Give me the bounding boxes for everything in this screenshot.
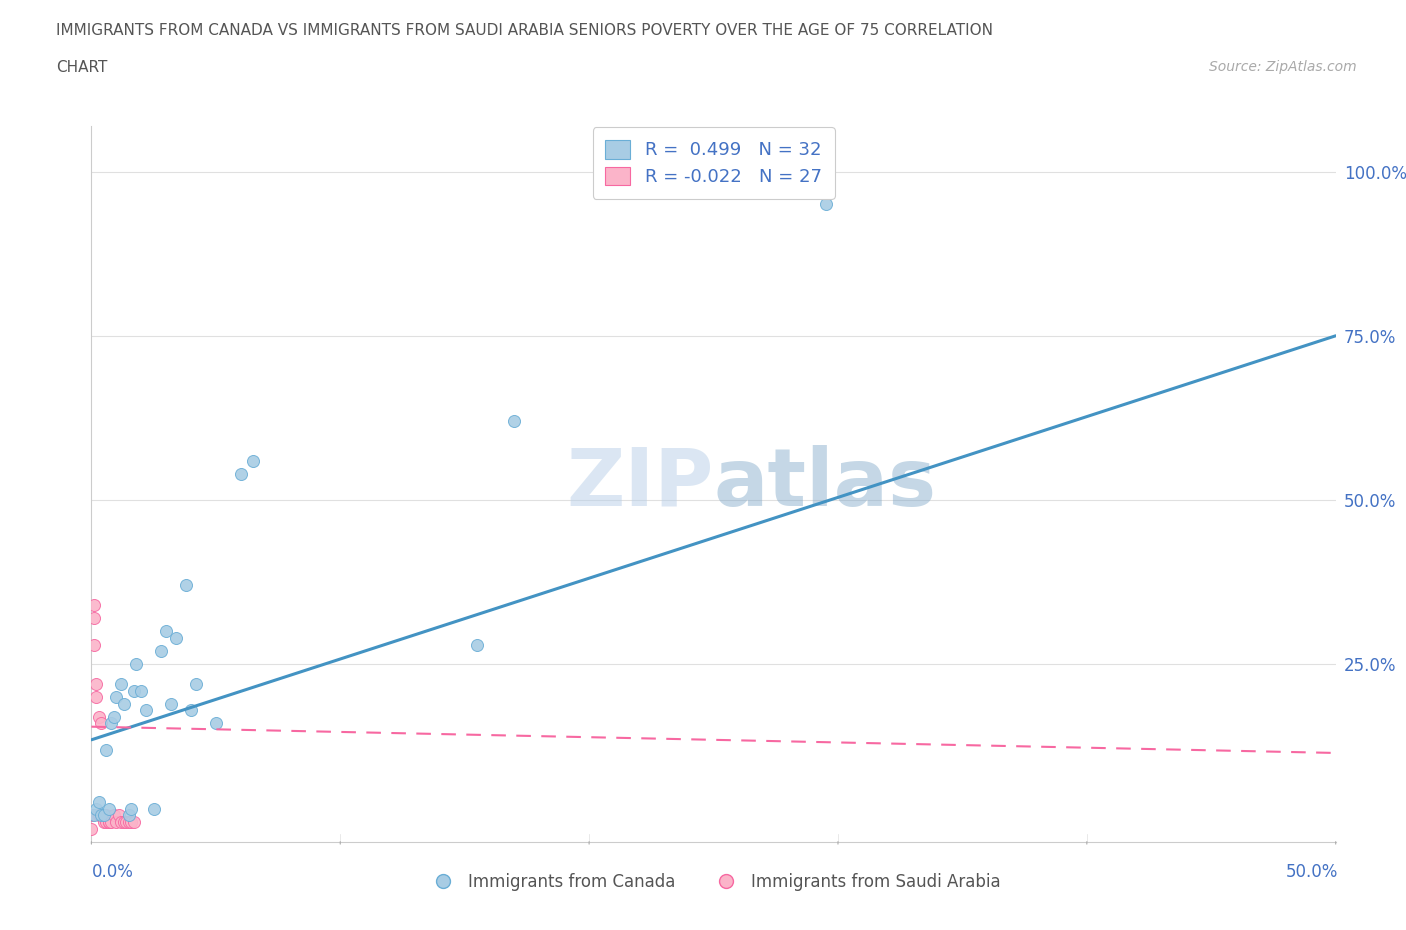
Point [160,697,183,711]
Point [122,684,145,698]
Point [87,710,110,724]
Point [125,657,148,671]
Point [110,676,132,691]
Point [97,802,120,817]
Text: ZIP: ZIP [567,445,713,523]
Point [86,690,108,705]
Text: IMMIGRANTS FROM CANADA VS IMMIGRANTS FROM SAUDI ARABIA SENIORS POVERTY OVER THE : IMMIGRANTS FROM CANADA VS IMMIGRANTS FRO… [56,23,993,38]
Text: atlas: atlas [713,445,936,523]
Point [115,815,138,830]
Point [87,808,110,823]
Point [87,795,110,810]
Point [93,808,115,823]
Point [80,808,103,823]
Legend: Immigrants from Canada, Immigrants from Saudi Arabia: Immigrants from Canada, Immigrants from … [420,867,1007,897]
Point [229,466,252,481]
Point [83,637,105,652]
Point [110,815,132,830]
Point [90,808,112,823]
Point [120,815,142,830]
Point [242,453,264,468]
Point [96,815,118,830]
Point [86,802,108,817]
Point [129,684,152,698]
Point [103,710,125,724]
Point [112,815,135,830]
Point [112,697,135,711]
Point [118,815,141,830]
Point [100,716,122,731]
Text: 50.0%: 50.0% [1286,863,1339,882]
Point [96,742,118,757]
Point [118,808,141,823]
Point [93,808,115,823]
Point [150,644,173,658]
Point [83,808,105,823]
Point [120,802,142,817]
Point [90,716,112,731]
Point [135,703,157,718]
Point [107,808,129,823]
Point [814,197,837,212]
Point [83,598,105,613]
Text: CHART: CHART [56,60,108,75]
Point [83,611,105,626]
Point [97,815,120,830]
Y-axis label: Seniors Poverty Over the Age of 75: Seniors Poverty Over the Age of 75 [0,349,7,618]
Point [97,815,120,830]
Point [465,637,488,652]
Point [503,414,526,429]
Point [100,815,122,830]
Point [122,815,145,830]
Point [105,815,128,830]
Point [80,821,103,836]
Point [86,676,108,691]
Point [90,808,112,823]
Point [103,808,125,823]
Point [180,703,202,718]
Point [174,578,197,592]
Point [93,815,115,830]
Point [205,716,228,731]
Point [184,676,207,691]
Text: 0.0%: 0.0% [91,863,134,882]
Point [165,631,187,645]
Point [155,624,177,639]
Point [142,802,165,817]
Point [96,808,118,823]
Text: Source: ZipAtlas.com: Source: ZipAtlas.com [1209,60,1357,74]
Point [105,690,128,705]
